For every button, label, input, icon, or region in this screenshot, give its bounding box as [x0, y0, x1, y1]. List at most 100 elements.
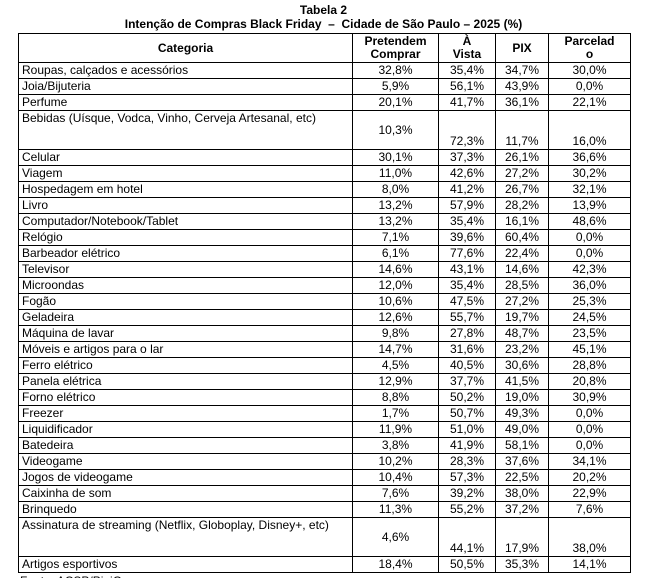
col-header-categoria: Categoria	[18, 33, 353, 63]
value-cell: 12,9%	[352, 373, 439, 390]
value-cell: 38,0%	[548, 517, 631, 557]
value-cell: 27,2%	[495, 165, 549, 182]
category-cell: Jogos de videogame	[18, 469, 353, 486]
value-cell: 19,0%	[495, 389, 549, 406]
value-cell: 44,1%	[438, 517, 496, 557]
col-header-pretendem-comprar: Pretendem Comprar	[352, 33, 439, 63]
value-cell: 35,4%	[438, 277, 496, 294]
table-row: Batedeira 3,8% 41,9% 58,1% 0,0%	[18, 437, 631, 454]
table-body: Roupas, calçados e acessórios 32,8% 35,4% 3…	[18, 62, 631, 573]
col-header-a-vista: À Vista	[438, 33, 496, 63]
category-cell: Microondas	[18, 277, 353, 294]
value-cell: 0,0%	[548, 437, 631, 454]
value-cell: 48,6%	[548, 213, 631, 230]
value-cell: 56,1%	[438, 78, 496, 95]
table-row: Artigos esportivos 18,4% 50,5% 35,3% 14,1%	[18, 556, 631, 573]
value-cell: 17,9%	[495, 517, 549, 557]
table-row: Perfume 20,1% 41,7% 36,1% 22,1%	[18, 94, 631, 111]
value-cell: 34,7%	[495, 62, 549, 79]
table-row: Bebidas (Uísque, Vodca, Vinho, Cerveja A…	[18, 110, 631, 150]
value-cell: 10,6%	[352, 293, 439, 310]
table-row: Computador/Notebook/Tablet 13,2% 35,4% 16,1…	[18, 213, 631, 230]
value-cell: 28,5%	[495, 277, 549, 294]
value-cell: 35,3%	[495, 556, 549, 573]
value-cell: 0,0%	[548, 421, 631, 438]
value-cell: 19,7%	[495, 309, 549, 326]
value-cell: 14,6%	[495, 261, 549, 278]
category-cell: Celular	[18, 149, 353, 166]
value-cell: 35,4%	[438, 62, 496, 79]
category-cell: Liquidificador	[18, 421, 353, 438]
value-cell: 6,1%	[352, 245, 439, 262]
table-row: Fogão 10,6% 47,5% 27,2% 25,3%	[18, 293, 631, 310]
value-cell: 31,6%	[438, 341, 496, 358]
category-cell: Bebidas (Uísque, Vodca, Vinho, Cerveja A…	[18, 110, 353, 150]
category-cell: Panela elétrica	[18, 373, 353, 390]
value-cell: 37,3%	[438, 149, 496, 166]
value-cell: 35,4%	[438, 213, 496, 230]
table-row: Brinquedo 11,3% 55,2% 37,2% 7,6%	[18, 501, 631, 518]
table-row: Hospedagem em hotel 8,0% 41,2% 26,7% 32,1%	[18, 181, 631, 198]
value-cell: 50,5%	[438, 556, 496, 573]
value-cell: 8,8%	[352, 389, 439, 406]
value-cell: 22,4%	[495, 245, 549, 262]
value-cell: 30,6%	[495, 357, 549, 374]
value-cell: 1,7%	[352, 405, 439, 422]
category-cell: Móveis e artigos para o lar	[18, 341, 353, 358]
col-header-pix: PIX	[495, 33, 549, 63]
category-cell: Fogão	[18, 293, 353, 310]
table-row: Joia/Bijuteria 5,9% 56,1% 43,9% 0,0%	[18, 78, 631, 95]
value-cell: 20,1%	[352, 94, 439, 111]
value-cell: 11,7%	[495, 110, 549, 150]
col-header-parcelado: Parcelad o	[548, 33, 631, 63]
value-cell: 23,2%	[495, 341, 549, 358]
value-cell: 7,1%	[352, 229, 439, 246]
value-cell: 9,8%	[352, 325, 439, 342]
value-cell: 30,2%	[548, 165, 631, 182]
value-cell: 42,6%	[438, 165, 496, 182]
table-row: Panela elétrica 12,9% 37,7% 41,5% 20,8%	[18, 373, 631, 390]
value-cell: 16,0%	[548, 110, 631, 150]
value-cell: 27,2%	[495, 293, 549, 310]
category-cell: Hospedagem em hotel	[18, 181, 353, 198]
category-cell: Perfume	[18, 94, 353, 111]
value-cell: 30,1%	[352, 149, 439, 166]
data-table: Categoria Pretendem Comprar À Vista PIX …	[18, 33, 631, 573]
value-cell: 30,0%	[548, 62, 631, 79]
value-cell: 4,6%	[352, 517, 439, 557]
value-cell: 11,3%	[352, 501, 439, 518]
category-cell: Freezer	[18, 405, 353, 422]
table-row: Televisor 14,6% 43,1% 14,6% 42,3%	[18, 261, 631, 278]
value-cell: 72,3%	[438, 110, 496, 150]
table-row: Máquina de lavar 9,8% 27,8% 48,7% 23,5%	[18, 325, 631, 342]
value-cell: 8,0%	[352, 181, 439, 198]
value-cell: 12,6%	[352, 309, 439, 326]
value-cell: 37,7%	[438, 373, 496, 390]
value-cell: 36,1%	[495, 94, 549, 111]
category-cell: Videogame	[18, 453, 353, 470]
value-cell: 49,3%	[495, 405, 549, 422]
value-cell: 22,9%	[548, 485, 631, 502]
value-cell: 16,1%	[495, 213, 549, 230]
category-cell: Caixinha de som	[18, 485, 353, 502]
value-cell: 36,6%	[548, 149, 631, 166]
value-cell: 14,7%	[352, 341, 439, 358]
value-cell: 0,0%	[548, 229, 631, 246]
value-cell: 30,9%	[548, 389, 631, 406]
category-cell: Relógio	[18, 229, 353, 246]
value-cell: 5,9%	[352, 78, 439, 95]
value-cell: 50,2%	[438, 389, 496, 406]
value-cell: 13,9%	[548, 197, 631, 214]
value-cell: 43,9%	[495, 78, 549, 95]
value-cell: 38,0%	[495, 485, 549, 502]
table-subtitle: Intenção de Compras Black Friday – Cidad…	[124, 17, 523, 31]
value-cell: 13,2%	[352, 213, 439, 230]
category-cell: Assinatura de streaming (Netflix, Globop…	[18, 517, 353, 557]
value-cell: 39,6%	[438, 229, 496, 246]
value-cell: 55,7%	[438, 309, 496, 326]
category-cell: Livro	[18, 197, 353, 214]
value-cell: 37,2%	[495, 501, 549, 518]
table-row: Celular 30,1% 37,3% 26,1% 36,6%	[18, 149, 631, 166]
category-cell: Roupas, calçados e acessórios	[18, 62, 353, 79]
value-cell: 13,2%	[352, 197, 439, 214]
